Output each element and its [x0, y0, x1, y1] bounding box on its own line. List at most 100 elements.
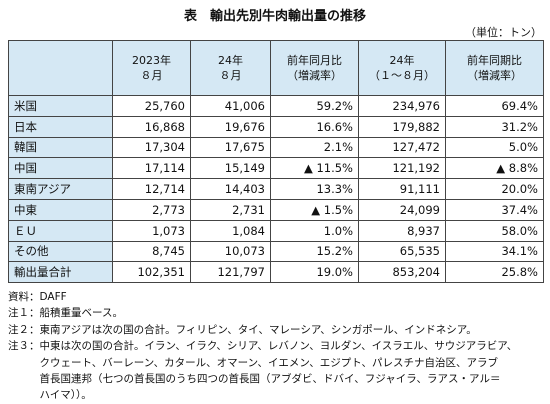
- value-cell: 8,745: [112, 240, 191, 263]
- value-cell: 31.2%: [445, 115, 544, 138]
- value-cell: 69.4%: [445, 95, 544, 117]
- header-line: ８月: [140, 69, 163, 82]
- table: 2023年 ８月 24年 ８月 前年同月比 （増減率） 24年 （１～８月） 前年同期比 （増減率…: [8, 40, 544, 284]
- header-row: 2023年 ８月 24年 ８月 前年同月比 （増減率） 24年 （１～８月） 前年同期比 （増減率…: [8, 40, 544, 96]
- value-cell: 234,976: [358, 95, 446, 117]
- value-cell: 65,535: [358, 240, 446, 263]
- row: 韓国 17,304 17,675 2.1% 127,472 5.0%: [8, 136, 544, 159]
- row-label: 米国: [8, 95, 113, 117]
- header-line: （増減率）: [287, 69, 342, 82]
- value-cell: 58.0%: [445, 219, 544, 242]
- value-cell: 102,351: [112, 261, 191, 284]
- note-label: 資料：: [8, 291, 40, 303]
- value-cell: ▲ 1.5%: [270, 198, 359, 221]
- corner-cell: [8, 40, 113, 96]
- header-line: 前年同期比: [467, 54, 522, 67]
- note-line: クウェート、バーレーン、カタール、オマーン、イエメン、エジプト、パレスチナ自治区…: [39, 356, 499, 369]
- value-cell: 1.0%: [270, 219, 359, 242]
- value-cell: 19.0%: [270, 261, 359, 284]
- note-line: DAFF: [39, 291, 67, 303]
- value-cell: 121,797: [190, 261, 271, 284]
- row: その他 8,745 10,073 15.2% 65,535 34.1%: [8, 240, 544, 263]
- header-cell: 24年 （１～８月）: [358, 40, 446, 96]
- value-cell: 2,731: [190, 198, 271, 221]
- value-cell: 17,114: [112, 157, 191, 180]
- value-cell: 37.4%: [445, 198, 544, 221]
- header-line: 24年: [218, 54, 243, 67]
- header-cell: 2023年 ８月: [112, 40, 191, 96]
- note: 注２： 東南アジアは次の国の合計。フィリピン、タイ、マレーシア、シンガポール、イン…: [8, 322, 517, 338]
- value-cell: 17,304: [112, 136, 191, 159]
- note-text: DAFF: [40, 289, 67, 305]
- header-cell: 前年同月比 （増減率）: [270, 40, 359, 96]
- note-text: 船積重量ベース。: [40, 305, 123, 321]
- value-cell: 127,472: [358, 136, 446, 159]
- value-cell: 25,760: [112, 95, 191, 117]
- row: 日本 16,868 19,676 16.6% 179,882 31.2%: [8, 115, 544, 138]
- header-line: 2023年: [132, 54, 171, 67]
- header-line: ８月: [219, 69, 242, 82]
- value-cell: 1,084: [190, 219, 271, 242]
- value-cell: 41,006: [190, 95, 271, 117]
- value-cell: 8,937: [358, 219, 446, 242]
- value-cell: 10,073: [190, 240, 271, 263]
- value-cell: 16.6%: [270, 115, 359, 138]
- value-cell: 15,149: [190, 157, 271, 180]
- note-label: 注２：: [8, 323, 40, 336]
- note-line: ハイマ））。: [39, 389, 92, 402]
- value-cell: 19,676: [190, 115, 271, 138]
- value-cell: 34.1%: [445, 240, 544, 263]
- row-label: 東南アジア: [8, 178, 113, 200]
- header-cell: 24年 ８月: [190, 40, 271, 96]
- row: 東南アジア 12,714 14,403 13.3% 91,111 20.0%: [8, 178, 544, 200]
- note-label: 注１：: [8, 307, 40, 320]
- row: 米国 25,760 41,006 59.2% 234,976 69.4%: [8, 95, 544, 117]
- value-cell: ▲ 11.5%: [270, 157, 359, 180]
- row-label: 日本: [8, 115, 113, 138]
- row: ＥＵ 1,073 1,084 1.0% 8,937 58.0%: [8, 219, 544, 242]
- note-text: 中東は次の国の合計。イラン、イラク、シリア、レバノン、ヨルダン、イスラエル、サウ…: [40, 338, 518, 404]
- notes: 資料： DAFF 注１： 船積重量ベース。 注２： 東南アジアは次の国の合計。フィリピン、…: [8, 289, 517, 404]
- header-cell: 前年同期比 （増減率）: [445, 40, 544, 96]
- value-cell: 59.2%: [270, 95, 359, 117]
- row-label: 中東: [8, 198, 113, 221]
- note-line: 東南アジアは次の国の合計。フィリピン、タイ、マレーシア、シンガポール、インドネシ…: [39, 323, 477, 336]
- header-line: 24年: [389, 54, 415, 67]
- row-label: 中国: [8, 157, 113, 180]
- value-cell: 2,773: [112, 198, 191, 221]
- row-label: 韓国: [8, 136, 113, 159]
- value-cell: 17,675: [190, 136, 271, 159]
- value-cell: 5.0%: [445, 136, 544, 159]
- title: 表 輸出先別牛肉輸出量の推移: [183, 9, 366, 24]
- value-cell: 853,204: [358, 261, 446, 284]
- row: 輸出量合計 102,351 121,797 19.0% 853,204 25.8%: [8, 261, 544, 284]
- note: 注３： 中東は次の国の合計。イラン、イラク、シリア、レバノン、ヨルダン、イスラエル…: [8, 338, 517, 404]
- value-cell: 15.2%: [270, 240, 359, 263]
- header-line: （１～８月）: [369, 69, 435, 82]
- value-cell: 91,111: [358, 178, 446, 200]
- row: 中国 17,114 15,149 ▲ 11.5% 121,192 ▲ 8.8%: [8, 157, 544, 180]
- value-cell: 121,192: [358, 157, 446, 180]
- value-cell: 179,882: [358, 115, 446, 138]
- row-label: ＥＵ: [8, 219, 113, 242]
- note: 注１： 船積重量ベース。: [8, 305, 517, 321]
- value-cell: 12,714: [112, 178, 191, 200]
- unit: （単位：トン）: [465, 26, 542, 39]
- value-cell: 1,073: [112, 219, 191, 242]
- value-cell: 14,403: [190, 178, 271, 200]
- value-cell: 24,099: [358, 198, 446, 221]
- note-line: 中東は次の国の合計。イラン、イラク、シリア、レバノン、ヨルダン、イスラエル、サウ…: [39, 340, 518, 353]
- value-cell: 13.3%: [270, 178, 359, 200]
- value-cell: ▲ 8.8%: [445, 157, 544, 180]
- value-cell: 2.1%: [270, 136, 359, 159]
- note-text: 東南アジアは次の国の合計。フィリピン、タイ、マレーシア、シンガポール、インドネシ…: [40, 322, 477, 338]
- header-line: （増減率）: [467, 69, 522, 82]
- value-cell: 25.8%: [445, 261, 544, 284]
- note-line: 船積重量ベース。: [39, 307, 123, 320]
- header-line: 前年同月比: [287, 54, 342, 67]
- row-label: 輸出量合計: [8, 261, 113, 284]
- note: 資料： DAFF: [8, 289, 517, 305]
- value-cell: 16,868: [112, 115, 191, 138]
- row: 中東 2,773 2,731 ▲ 1.5% 24,099 37.4%: [8, 198, 544, 221]
